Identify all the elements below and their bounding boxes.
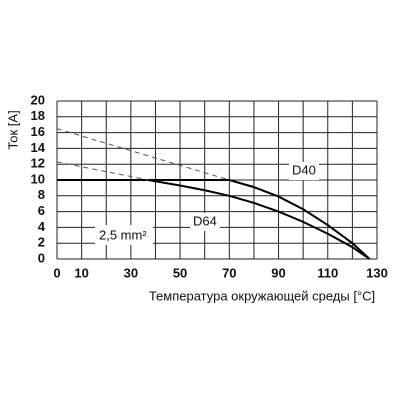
y-tick-label: 20	[31, 92, 45, 107]
x-tick-label: 30	[124, 265, 138, 280]
series-label: D40	[292, 162, 316, 177]
y-tick-label: 0	[38, 250, 45, 265]
x-tick-label: 110	[317, 265, 338, 280]
x-tick-label: 50	[173, 265, 187, 280]
dashed-line	[56, 128, 230, 181]
x-tick-label: 10	[74, 265, 88, 280]
y-tick-label: 14	[31, 140, 46, 155]
series-label: D64	[193, 213, 217, 228]
x-tick-label: 0	[53, 265, 60, 280]
label-bg	[95, 225, 153, 245]
label-bg	[289, 162, 319, 180]
y-axis-label: Ток [A]	[5, 110, 20, 149]
y-tick-label: 4	[38, 219, 46, 234]
y-tick-label: 10	[31, 171, 45, 186]
line	[57, 179, 371, 260]
x-tick-label: 70	[222, 265, 236, 280]
label-bg	[190, 213, 220, 231]
x-tick-label: 90	[271, 265, 285, 280]
x-tick-label: 130	[366, 265, 388, 280]
y-tick-label: 8	[38, 187, 45, 202]
annotation: 2,5 mm²	[99, 227, 147, 242]
dashed-line	[56, 161, 149, 181]
x-axis-label: Температура окружающей среды [°C]	[149, 288, 375, 303]
y-tick-label: 16	[31, 124, 45, 139]
line	[57, 179, 371, 260]
y-tick-label: 12	[31, 156, 45, 171]
y-tick-label: 2	[38, 235, 45, 250]
y-tick-label: 6	[38, 203, 45, 218]
y-tick-label: 18	[31, 108, 45, 123]
